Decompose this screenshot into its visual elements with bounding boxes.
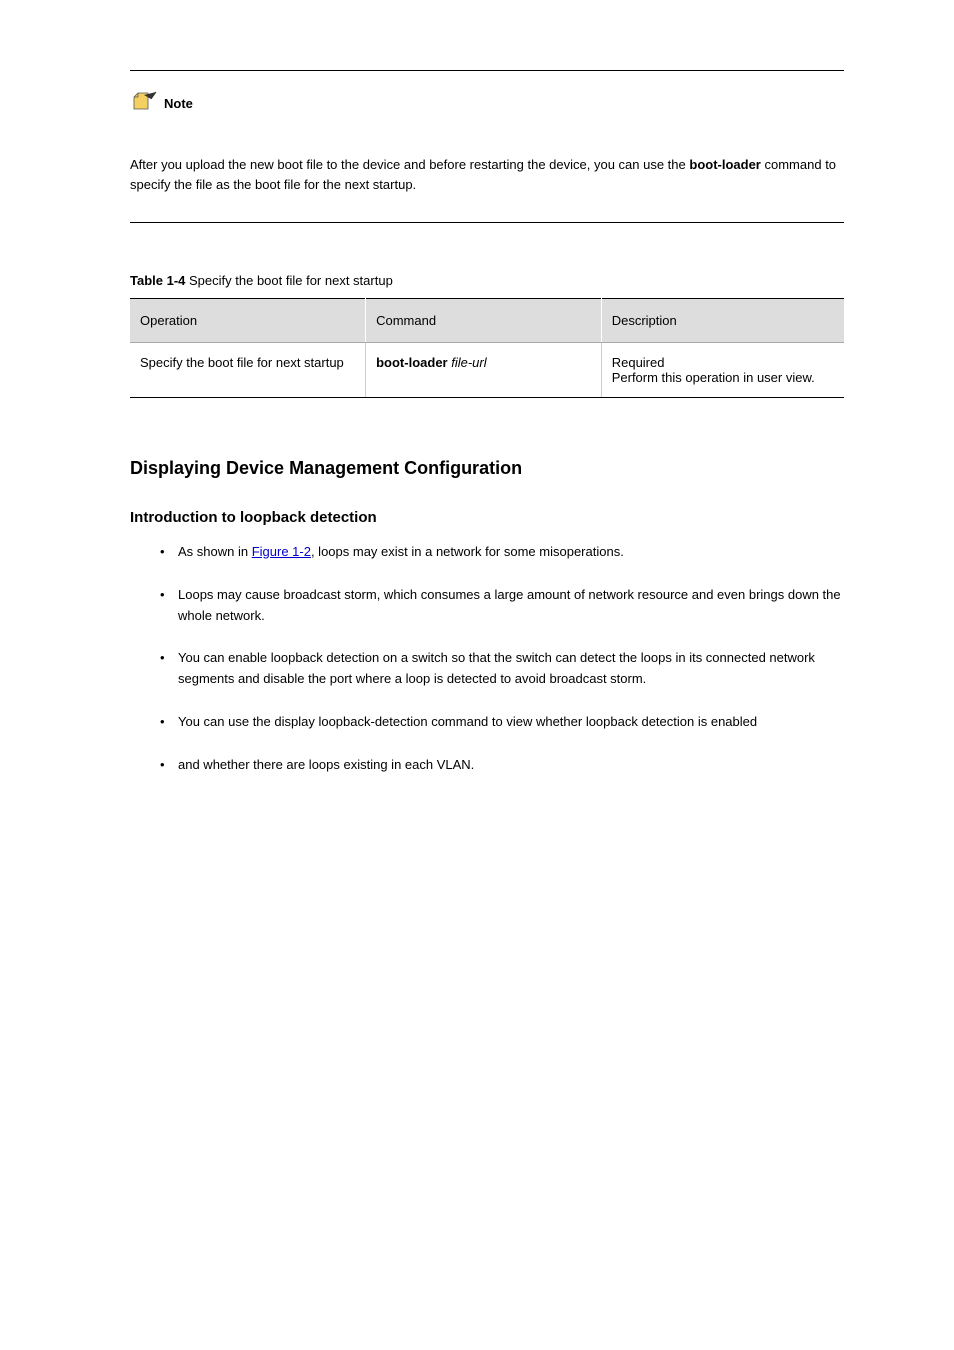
figure-link[interactable]: Figure 1-2 bbox=[252, 544, 311, 559]
list-text-post: , loops may exist in a network for some … bbox=[311, 544, 624, 559]
table-cell-description: Required Perform this operation in user … bbox=[601, 343, 844, 398]
table-cell-operation: Specify the boot file for next startup bbox=[130, 343, 366, 398]
list-item: and whether there are loops existing in … bbox=[160, 755, 844, 776]
command-arg: file-url bbox=[451, 355, 486, 370]
list-item: You can use the display loopback-detecti… bbox=[160, 712, 844, 733]
note-header: Note bbox=[130, 91, 844, 115]
note-icon bbox=[130, 91, 160, 115]
table-caption-text: Specify the boot file for next startup bbox=[189, 273, 393, 288]
list-item: You can enable loopback detection on a s… bbox=[160, 648, 844, 690]
table-header-operation: Operation bbox=[130, 299, 366, 343]
table-caption: Table 1-4 Specify the boot file for next… bbox=[130, 273, 844, 288]
note-text-bold: boot-loader bbox=[689, 157, 761, 172]
table-header-description: Description bbox=[601, 299, 844, 343]
config-table: Operation Command Description Specify th… bbox=[130, 298, 844, 398]
bullet-list: As shown in Figure 1-2, loops may exist … bbox=[130, 542, 844, 776]
subsection-heading: Introduction to loopback detection bbox=[130, 509, 844, 526]
table-caption-number: Table 1-4 bbox=[130, 273, 189, 288]
table-cell-command: boot-loader file-url bbox=[366, 343, 602, 398]
table-header-command: Command bbox=[366, 299, 602, 343]
horizontal-rule-bottom bbox=[130, 222, 844, 223]
command-bold: boot-loader bbox=[376, 355, 451, 370]
note-label: Note bbox=[164, 96, 193, 111]
table-header-row: Operation Command Description bbox=[130, 299, 844, 343]
note-text-1: After you upload the new boot file to th… bbox=[130, 157, 686, 172]
list-text-pre: As shown in bbox=[178, 544, 252, 559]
note-body-text: After you upload the new boot file to th… bbox=[130, 155, 844, 194]
section-heading: Displaying Device Management Configurati… bbox=[130, 458, 844, 479]
horizontal-rule-top bbox=[130, 70, 844, 71]
list-item: As shown in Figure 1-2, loops may exist … bbox=[160, 542, 844, 563]
list-item: Loops may cause broadcast storm, which c… bbox=[160, 585, 844, 627]
table-row: Specify the boot file for next startup b… bbox=[130, 343, 844, 398]
